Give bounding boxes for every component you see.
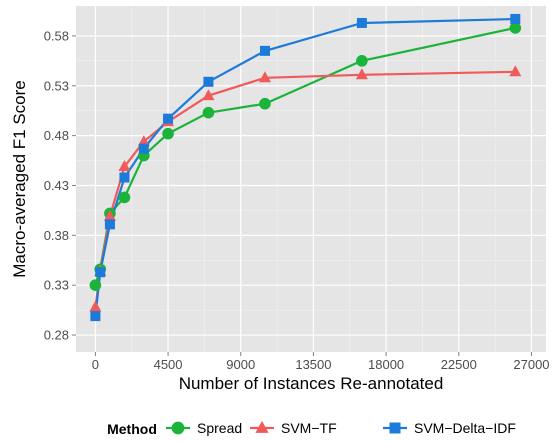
x-axis: 0 4500 9000 13500 18000 22500 27000 [92,352,550,372]
y-tick-label: 0.48 [44,128,69,143]
y-axis: 0.28 0.33 0.38 0.43 0.48 0.53 0.58 [44,28,76,343]
data-point [356,55,368,67]
data-point [203,76,214,87]
series-markers [89,13,522,322]
x-tick-label: 18000 [368,357,404,372]
data-point [509,22,522,34]
series-markers-3 [90,13,521,322]
data-point [259,45,270,56]
data-point [90,311,101,322]
legend-label: SVM−TF [281,420,337,436]
x-axis-title: Number of Instances Re-annotated [179,374,444,393]
data-point [162,127,174,140]
data-point [89,279,102,291]
grid-major [76,6,546,352]
legend-entry: Spread [166,420,242,436]
legend-entry: SVM−TF [250,420,337,436]
data-point [95,267,106,278]
data-point [389,422,401,434]
y-tick-label: 0.58 [44,28,69,43]
data-point [258,71,271,83]
data-point [510,13,521,24]
data-point [118,160,131,171]
x-tick-label: 27000 [513,357,549,372]
data-point [202,106,215,119]
series-line-3 [94,17,516,317]
data-point [355,68,368,80]
legend-entry: SVM−Delta−IDF [383,420,516,436]
data-point [119,172,130,183]
x-tick-label: 4500 [154,357,183,372]
series-lines [94,17,516,317]
data-point [103,209,116,221]
grid-minor [76,6,546,352]
legend-title: Method [107,421,157,437]
data-point [356,17,367,28]
x-tick-label: 9000 [226,357,255,372]
y-tick-label: 0.33 [44,278,69,293]
y-tick-label: 0.28 [44,328,69,343]
x-tick-label: 13500 [295,357,331,372]
data-point [255,420,269,433]
legend-label: SVM−Delta−IDF [414,420,516,436]
data-point [259,97,271,110]
y-axis-title: Macro-averaged F1 Score [10,80,29,277]
legend-label: Spread [197,420,242,436]
y-tick-label: 0.38 [44,228,69,243]
legend: Method Spread SVM−TF SVM−Delta−IDF [107,420,516,437]
data-point [137,135,150,147]
data-point [171,421,185,435]
y-tick-label: 0.53 [44,78,69,93]
plot-panel [76,6,546,352]
y-tick-label: 0.43 [44,178,69,193]
data-point [138,143,149,154]
x-tick-label: 0 [92,357,99,372]
data-point [509,65,522,77]
data-point [118,191,131,204]
x-tick-label: 22500 [441,357,477,372]
data-point [163,113,174,124]
data-point [89,300,102,312]
data-point [202,89,215,101]
data-point [104,219,115,230]
